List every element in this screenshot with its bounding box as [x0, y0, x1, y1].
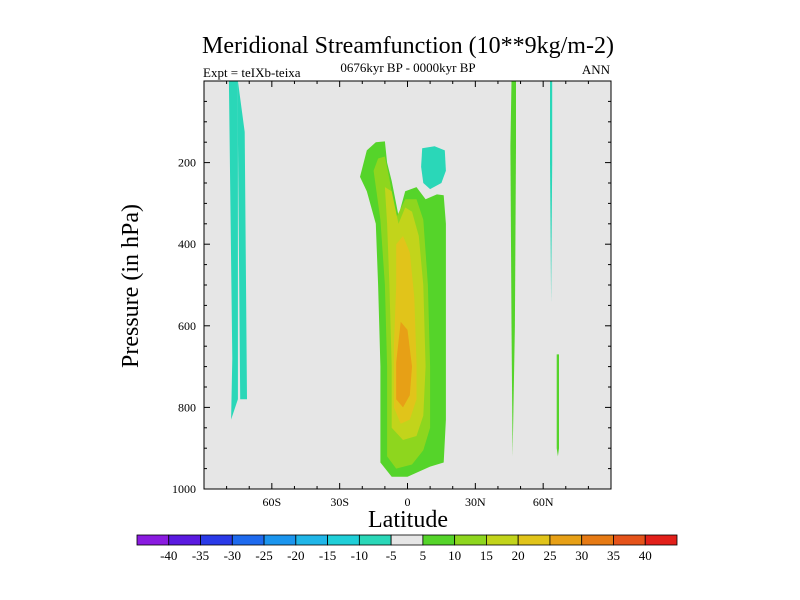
colorbar-swatch — [581, 534, 614, 546]
colorbar-swatch — [136, 534, 170, 546]
x-tick-label: 0 — [405, 495, 411, 509]
colorbar-label: 20 — [512, 548, 525, 563]
colorbar-label: 10 — [448, 548, 461, 563]
colorbar-swatch — [200, 534, 233, 546]
colorbar-label: 35 — [607, 548, 620, 563]
colorbar-swatch — [263, 534, 297, 546]
colorbar-swatch — [644, 534, 678, 546]
colorbar-label: -10 — [351, 548, 368, 563]
contour-neg-5-sh-tail — [228, 81, 238, 420]
colorbar-swatch — [358, 534, 392, 546]
contour-pos-5-nh-45 — [510, 81, 516, 457]
colorbar-swatch — [517, 534, 551, 546]
colorbar-label: -40 — [160, 548, 177, 563]
y-tick-label: 1000 — [172, 482, 196, 496]
x-tick-label: 60S — [262, 495, 281, 509]
x-tick-label: 30N — [465, 495, 486, 509]
y-tick-label: 800 — [178, 400, 196, 414]
chart-title: Meridional Streamfunction (10**9kg/m-2) — [202, 33, 614, 59]
colorbar-labels: -40 -35 -30 -25 -20 -15 -10 -5 5 10 15 20 25 30 35 40 — [160, 548, 652, 563]
colorbar-swatch — [390, 534, 424, 546]
colorbar-label: 15 — [480, 548, 493, 563]
experiment-label: Expt = teIXb-teixa — [203, 65, 301, 80]
contour-neg-5-nh-highlat — [550, 81, 553, 304]
contour-pos-5-nh-65 — [556, 354, 559, 457]
y-tick-label: 400 — [178, 237, 196, 251]
x-tick-label: 30S — [330, 495, 349, 509]
y-tick-label: 600 — [178, 319, 196, 333]
x-tick-label: 60N — [533, 495, 554, 509]
colorbar-label: 25 — [543, 548, 556, 563]
colorbar-swatch — [549, 534, 583, 546]
colorbar-label: 40 — [639, 548, 652, 563]
colorbar — [136, 534, 678, 546]
contour-neg-5-sh-highlat — [228, 81, 247, 400]
contour-neg-5-nh-tropics — [421, 146, 446, 190]
colorbar-swatch — [422, 534, 456, 546]
colorbar-label: -35 — [192, 548, 209, 563]
colorbar-label: 30 — [575, 548, 588, 563]
colorbar-swatch — [613, 534, 646, 546]
contour-fills — [228, 81, 559, 477]
season-label: ANN — [582, 62, 611, 77]
colorbar-swatch — [168, 534, 201, 546]
colorbar-swatch — [486, 534, 519, 546]
chart-subtitle: 0676kyr BP - 0000kyr BP — [340, 60, 475, 75]
colorbar-swatch — [295, 534, 328, 546]
colorbar-label: -5 — [386, 548, 397, 563]
colorbar-label: -25 — [255, 548, 272, 563]
y-axis-label: Pressure (in hPa) — [118, 204, 144, 368]
colorbar-label: -15 — [319, 548, 336, 563]
y-axis-ticks: 200 400 600 800 1000 — [172, 100, 611, 496]
colorbar-swatch — [231, 534, 265, 546]
colorbar-swatch — [327, 534, 360, 546]
contour-pos-25-main-cell — [396, 321, 412, 408]
colorbar-label: -20 — [287, 548, 304, 563]
colorbar-label: -30 — [224, 548, 241, 563]
y-tick-label: 200 — [178, 156, 196, 170]
colorbar-label: 5 — [420, 548, 427, 563]
x-axis-ticks: 60S 30S 0 30N 60N — [226, 81, 589, 509]
colorbar-swatch — [454, 534, 487, 546]
x-axis-label: Latitude — [368, 507, 448, 533]
